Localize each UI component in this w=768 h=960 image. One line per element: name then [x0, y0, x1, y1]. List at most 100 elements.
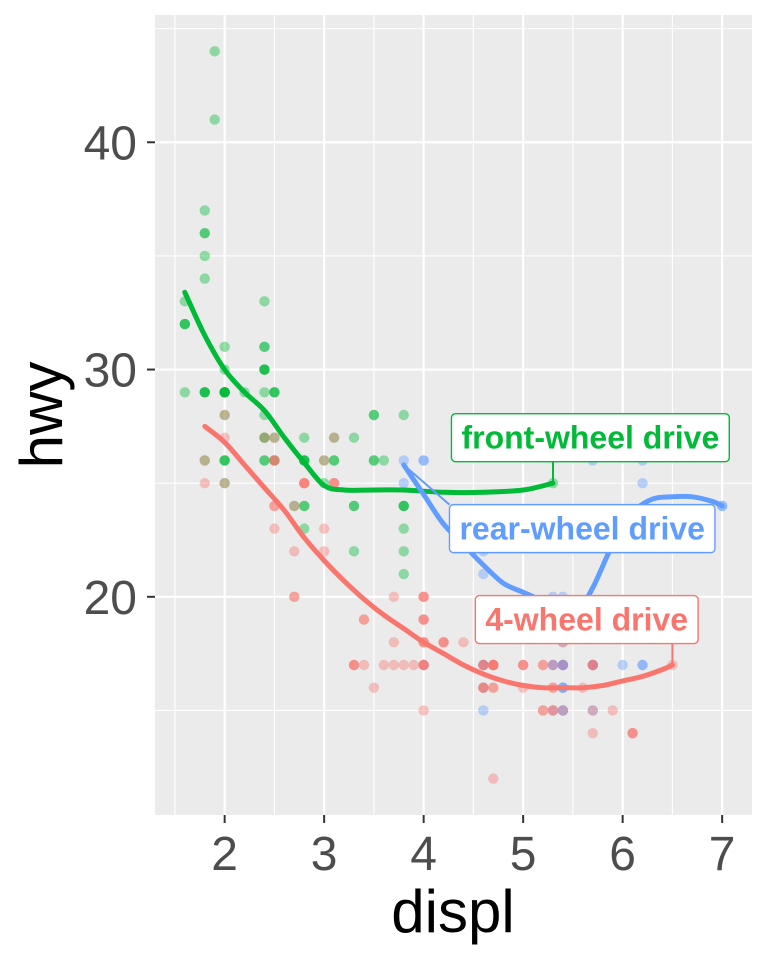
- point-4: [587, 705, 598, 716]
- point-r: [637, 659, 648, 671]
- point-4: [547, 659, 559, 671]
- point-4: [269, 432, 280, 443]
- point-f: [199, 250, 210, 262]
- point-f: [209, 46, 220, 57]
- point-f: [299, 500, 310, 512]
- point-f: [328, 455, 340, 466]
- point-4: [478, 659, 489, 671]
- point-f: [259, 364, 270, 375]
- point-r: [587, 659, 598, 671]
- point-r: [398, 477, 409, 489]
- point-4: [517, 659, 529, 671]
- point-f: [269, 387, 280, 398]
- point-4: [418, 591, 429, 603]
- point-4: [388, 659, 399, 671]
- point-r: [637, 477, 648, 489]
- point-4: [269, 455, 280, 466]
- point-4: [458, 637, 469, 648]
- point-f: [219, 387, 230, 398]
- point-f: [259, 455, 270, 466]
- point-f: [219, 455, 230, 466]
- point-f: [219, 477, 230, 489]
- point-r: [398, 455, 409, 466]
- axis-ticks: [147, 141, 724, 823]
- point-f: [259, 296, 270, 307]
- point-4: [299, 477, 310, 489]
- point-f: [259, 341, 270, 353]
- point-f: [299, 500, 310, 512]
- point-f: [368, 409, 380, 421]
- point-4: [537, 659, 549, 671]
- point-f: [219, 455, 230, 466]
- point-4: [537, 705, 549, 716]
- point-4: [408, 659, 419, 671]
- point-4: [587, 659, 598, 671]
- point-f: [209, 114, 220, 125]
- point-f: [368, 455, 380, 466]
- point-4: [318, 546, 330, 557]
- point-f: [199, 227, 210, 239]
- point-r: [617, 659, 628, 671]
- point-f: [219, 341, 230, 353]
- smooth-curve-4: [202, 423, 675, 691]
- point-f: [348, 500, 360, 512]
- x-tick-label: 6: [609, 828, 636, 881]
- point-4: [438, 637, 449, 648]
- point-4: [388, 637, 399, 648]
- point-f: [269, 455, 280, 466]
- point-4: [488, 659, 499, 671]
- point-4: [219, 477, 230, 489]
- point-f: [219, 387, 230, 398]
- point-f: [269, 432, 280, 443]
- point-4: [299, 477, 310, 489]
- point-f: [219, 387, 230, 398]
- point-4: [627, 727, 638, 739]
- point-r: [418, 455, 429, 466]
- point-f: [348, 432, 360, 443]
- point-f: [299, 432, 310, 443]
- y-tick-label: 20: [84, 572, 137, 625]
- point-4: [418, 614, 429, 625]
- curve-label-text-4: 4-wheel drive: [485, 602, 688, 638]
- point-f: [398, 500, 409, 512]
- x-tick-label: 5: [510, 828, 537, 881]
- curve-label-box-f: [450, 413, 730, 463]
- point-f: [199, 273, 210, 284]
- point-4: [478, 682, 489, 693]
- point-4: [418, 659, 429, 671]
- point-4: [537, 659, 549, 671]
- point-4: [289, 546, 300, 557]
- point-f: [289, 500, 300, 512]
- point-r: [587, 659, 598, 671]
- point-f: [398, 500, 409, 512]
- point-f: [259, 455, 270, 466]
- point-4: [418, 591, 429, 603]
- point-r: [587, 659, 598, 671]
- point-4: [289, 500, 300, 512]
- point-4: [607, 705, 618, 716]
- point-f: [219, 387, 230, 398]
- point-4: [557, 659, 569, 671]
- point-f: [269, 455, 280, 466]
- point-f: [378, 455, 390, 466]
- point-4: [547, 705, 559, 716]
- point-4: [587, 659, 598, 671]
- point-r: [557, 705, 569, 716]
- point-4: [388, 591, 399, 603]
- point-4: [488, 659, 499, 671]
- point-f: [398, 500, 409, 512]
- point-4: [199, 477, 210, 489]
- point-4: [478, 659, 489, 671]
- point-4: [299, 477, 310, 489]
- point-f: [199, 455, 210, 466]
- point-f: [259, 432, 270, 443]
- point-4: [269, 523, 280, 534]
- point-f: [259, 341, 270, 353]
- curve-label-text-f: front-wheel drive: [461, 420, 719, 456]
- point-f: [199, 205, 210, 216]
- point-f: [398, 568, 409, 580]
- point-f: [199, 387, 210, 398]
- point-4: [418, 591, 429, 603]
- point-f: [348, 546, 360, 557]
